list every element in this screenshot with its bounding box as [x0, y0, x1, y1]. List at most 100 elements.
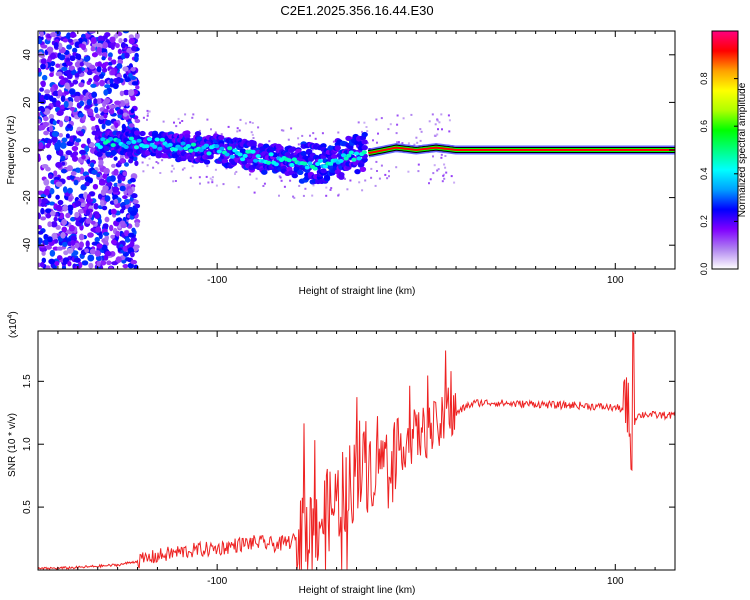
scatter-mark: [325, 194, 328, 197]
scatter-mark: [238, 129, 241, 132]
noise-mark: [61, 226, 68, 233]
band-mark: [96, 151, 103, 157]
scatter-mark: [376, 141, 378, 144]
spectrogram-y-tick-label: -20: [22, 190, 33, 205]
noise-mark: [40, 63, 46, 70]
noise-mark: [86, 159, 91, 165]
noise-mark: [110, 239, 117, 245]
scatter-mark: [257, 126, 260, 129]
core-mark: [289, 163, 295, 167]
noise-mark: [119, 90, 125, 97]
noise-mark: [100, 260, 107, 266]
core-mark: [115, 138, 121, 143]
core-mark: [224, 152, 230, 157]
band-mark: [218, 135, 225, 141]
noise-mark: [103, 108, 109, 114]
noise-mark: [101, 123, 106, 130]
core-mark: [291, 157, 297, 162]
noise-mark: [54, 142, 61, 149]
core-mark: [180, 141, 186, 146]
noise-mark: [40, 202, 46, 207]
core-mark: [353, 151, 360, 156]
noise-mark: [134, 118, 141, 124]
scatter-mark: [410, 113, 413, 116]
noise-mark: [128, 123, 135, 128]
scatter-mark: [146, 118, 148, 121]
noise-mark: [122, 112, 128, 117]
scatter-mark: [437, 168, 440, 171]
noise-mark: [119, 109, 124, 115]
scatter-mark: [250, 131, 253, 134]
scatter-mark: [428, 120, 431, 123]
noise-mark: [41, 257, 47, 264]
noise-mark: [81, 260, 89, 266]
noise-mark: [38, 262, 41, 268]
core-mark: [338, 158, 344, 163]
noise-mark: [66, 32, 72, 39]
noise-mark: [124, 237, 131, 243]
scatter-mark: [366, 142, 369, 145]
noise-mark: [123, 37, 128, 43]
core-mark: [157, 146, 163, 151]
noise-mark: [71, 250, 79, 256]
noise-mark: [77, 130, 84, 136]
noise-mark: [101, 56, 106, 61]
scatter-mark: [444, 166, 447, 169]
band-mark: [262, 143, 270, 149]
noise-mark: [81, 44, 86, 51]
noise-mark: [121, 123, 126, 131]
band-mark: [345, 135, 352, 141]
noise-mark: [64, 82, 70, 90]
band-mark: [221, 158, 229, 164]
noise-mark: [128, 89, 135, 97]
snr-plot-area: [38, 331, 675, 570]
scatter-mark: [380, 117, 383, 120]
snr-y-axis-label: SNR (10 * v/v): [7, 413, 18, 477]
scatter-mark: [366, 130, 369, 133]
spectrogram-frame: [37, 30, 676, 270]
noise-mark: [48, 201, 56, 206]
noise-mark: [78, 82, 85, 88]
noise-mark: [101, 67, 108, 73]
noise-mark: [69, 106, 76, 111]
noise-mark: [48, 113, 55, 120]
noise-mark: [67, 187, 73, 194]
noise-mark: [82, 96, 88, 102]
snr-y-scale-label: (x104): [7, 311, 19, 338]
scatter-mark: [175, 125, 178, 128]
core-mark: [110, 143, 116, 148]
scatter-mark: [249, 121, 252, 124]
scatter-mark: [377, 132, 379, 135]
noise-mark: [122, 264, 129, 269]
noise-mark: [101, 205, 108, 211]
core-mark: [131, 139, 137, 144]
noise-mark: [90, 116, 96, 122]
scatter-mark: [198, 176, 201, 179]
noise-mark: [66, 204, 74, 212]
scatter-mark: [375, 160, 378, 163]
noise-mark: [46, 46, 54, 53]
noise-mark: [65, 212, 71, 219]
noise-mark: [103, 89, 109, 96]
band-mark: [361, 139, 368, 145]
noise-mark: [124, 162, 129, 167]
noise-mark: [134, 221, 140, 228]
noise-mark: [69, 174, 75, 180]
scatter-mark: [436, 133, 439, 136]
noise-mark: [67, 38, 73, 43]
noise-mark: [89, 64, 96, 70]
snr-y-tick-label: 1.5: [22, 374, 33, 388]
noise-mark: [38, 38, 43, 45]
noise-mark: [43, 95, 49, 100]
noise-mark: [43, 116, 49, 122]
noise-mark: [122, 245, 128, 252]
colorbar-label: Normalized spectral amplitude: [737, 82, 748, 217]
noise-mark: [90, 162, 95, 168]
scatter-mark: [370, 176, 373, 179]
scatter-mark: [209, 177, 212, 180]
noise-mark: [65, 133, 70, 139]
scatter-mark: [297, 143, 300, 146]
scatter-mark: [146, 109, 149, 112]
noise-mark: [48, 174, 53, 179]
scatter-mark: [431, 113, 434, 116]
